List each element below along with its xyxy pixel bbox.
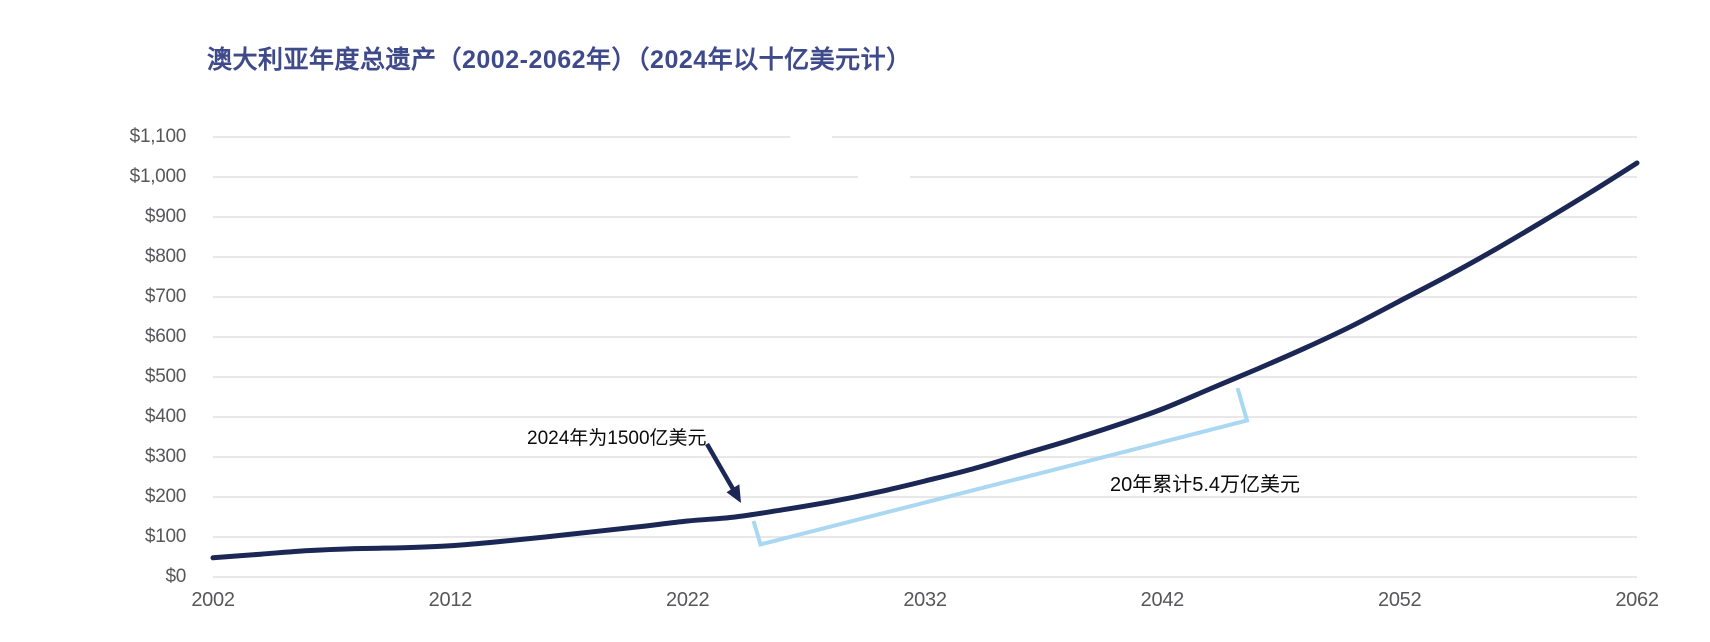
y-axis-tick-label: $0 bbox=[165, 566, 186, 587]
trend-line bbox=[210, 160, 1640, 561]
y-axis-tick-label: $1,000 bbox=[129, 166, 187, 187]
y-axis-tick-label: $200 bbox=[144, 486, 186, 507]
y-axis-tick-label: $400 bbox=[144, 406, 186, 427]
arrow-shaft bbox=[705, 442, 735, 491]
annotation-2024-label: 2024年为1500亿美元 bbox=[527, 428, 707, 449]
gridlines bbox=[213, 136, 1637, 578]
arrow-head bbox=[726, 484, 741, 503]
annotation-cumulative-label: 20年累计5.4万亿美元 bbox=[1110, 474, 1301, 496]
y-axis-tick-label: $700 bbox=[144, 286, 186, 307]
range-bracket bbox=[751, 387, 1250, 547]
annotation-arrow-icon bbox=[705, 442, 741, 503]
x-axis-tick-label: 2012 bbox=[428, 589, 473, 611]
gridline-gaps bbox=[790, 134, 910, 180]
y-axis-tick-label: $300 bbox=[144, 446, 186, 467]
y-axis-tick-label: $800 bbox=[144, 246, 186, 267]
y-axis-tick-label: $900 bbox=[144, 206, 186, 227]
gridline-gap bbox=[790, 134, 832, 140]
x-axis-tick-label: 2032 bbox=[903, 589, 947, 611]
y-axis-tick-label: $100 bbox=[144, 526, 186, 547]
y-axis-tick-label: $500 bbox=[144, 366, 186, 387]
gridline-gap bbox=[858, 174, 910, 180]
x-axis-tick-label: 2002 bbox=[191, 589, 235, 611]
x-axis-tick-label: 2022 bbox=[666, 589, 710, 611]
y-axis-tick-label: $1,100 bbox=[129, 126, 187, 147]
x-axis-tick-label: 2062 bbox=[1615, 589, 1659, 611]
x-axis-tick-label: 2042 bbox=[1140, 589, 1185, 611]
x-axis-tick-label: 2052 bbox=[1378, 589, 1422, 611]
y-axis-tick-label: $600 bbox=[144, 326, 186, 347]
chart-title: 澳大利亚年度总遗产（2002-2062年）（2024年以十亿美元计） bbox=[207, 46, 912, 74]
